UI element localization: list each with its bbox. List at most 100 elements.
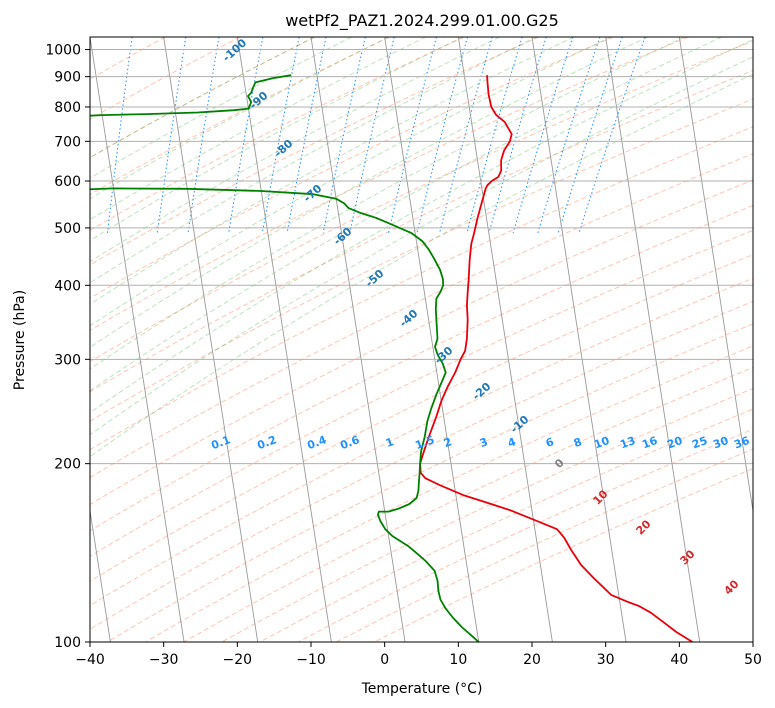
moist-adiabat-line (90, 37, 389, 200)
moist-adiabat-label: 40 (722, 577, 742, 597)
dry-adiabat-line (90, 254, 753, 582)
dry-adiabat-line (90, 98, 753, 422)
mixing-ratio-line (388, 37, 437, 234)
dry-adiabat-line (90, 37, 614, 299)
y-tick-label: 800 (54, 100, 81, 116)
mixing-ratio-line (107, 37, 133, 234)
x-tick-label: −40 (75, 652, 105, 668)
mixing-ratio-line (187, 37, 220, 234)
y-tick-label: 700 (54, 134, 81, 150)
x-tick-label: −30 (149, 652, 179, 668)
mixing-ratio-line (322, 37, 366, 234)
dry-adiabat-line (90, 40, 753, 363)
y-axis-label: Pressure (hPa) (12, 290, 28, 390)
mixing-ratio-label: 30 (711, 434, 730, 452)
dry-adiabat-line (90, 37, 315, 159)
x-tick-label: 50 (744, 652, 762, 668)
mixing-ratio-line (557, 37, 623, 234)
background-lines (90, 37, 753, 642)
moist-adiabat-line (90, 37, 685, 370)
isotherm-label: -20 (470, 380, 494, 403)
x-axis: −40 −30 −20 −10 0 10 20 30 40 50 (75, 642, 762, 668)
isotherm-line (90, 37, 185, 642)
mixing-ratio-label: 20 (665, 434, 684, 452)
moist-adiabat-label: 10 (591, 487, 611, 507)
mixing-ratio-label: 25 (690, 434, 709, 451)
isotherm-line (163, 37, 259, 642)
moist-adiabat-line (90, 37, 537, 284)
mixing-ratio-line (439, 37, 493, 234)
y-tick-label: 500 (54, 221, 81, 237)
dry-adiabat-line (90, 300, 753, 630)
y-tick-label: 400 (54, 278, 81, 294)
dry-adiabat-line (183, 366, 753, 642)
y-tick-label: 200 (54, 457, 81, 473)
y-tick-label: 300 (54, 352, 81, 368)
mixing-ratio-label: 16 (640, 434, 659, 452)
isotherm-line (531, 37, 627, 642)
x-tick-label: 10 (449, 652, 467, 668)
y-axis: 100 200 300 400 500 600 700 800 900 1000 (45, 43, 90, 651)
moist-adiabat-line (90, 37, 500, 263)
dry-adiabat-line (90, 126, 753, 451)
chart-title: wetPf2_PAZ1.2024.299.01.00.G25 (285, 11, 559, 31)
dry-adiabat-line (221, 387, 753, 642)
dry-adiabat-line (297, 428, 753, 642)
dry-adiabat-line (90, 69, 753, 393)
mixing-ratio-line (261, 37, 300, 234)
x-tick-label: −20 (223, 652, 253, 668)
isotherm-label: -50 (363, 267, 387, 290)
data-series (90, 74, 693, 642)
mixing-ratio-label: 6 (544, 435, 556, 450)
mixing-ratio-line (228, 37, 264, 234)
mixing-ratio-label: 1.5 (413, 433, 436, 452)
moist-adiabat-line (90, 37, 315, 159)
dry-adiabat-line (90, 229, 753, 557)
y-tick-label: 900 (54, 70, 81, 86)
moist-adiabat-label: 30 (678, 547, 698, 567)
moist-adiabat-line (90, 37, 648, 348)
dry-adiabat-line (90, 37, 241, 120)
mixing-ratio-line (286, 37, 327, 234)
isotherm-line (310, 37, 406, 642)
plot-frame (89, 36, 754, 643)
mixing-ratio-line (466, 37, 523, 234)
moist-adiabat-line (90, 73, 753, 458)
x-tick-label: −10 (296, 652, 326, 668)
dry-adiabat-line (90, 37, 540, 266)
x-tick-label: 30 (597, 652, 615, 668)
mixing-ratio-label: 0.4 (305, 433, 328, 452)
moist-adiabat-line (90, 39, 753, 414)
dry-adiabat-line (90, 153, 753, 479)
isotherm-label: -100 (220, 36, 249, 64)
mixing-ratio-label: 0.6 (338, 433, 361, 452)
mixing-ratio-line (512, 37, 574, 234)
dry-adiabat-line (90, 37, 689, 331)
x-tick-label: 0 (380, 652, 389, 668)
mixing-ratio-line (537, 37, 601, 234)
isotherm-label: -70 (301, 182, 325, 205)
mixing-ratio-line (156, 37, 187, 234)
dewpoint-line (90, 74, 480, 642)
moist-adiabat-line (90, 37, 722, 392)
y-tick-label: 600 (54, 174, 81, 190)
dry-adiabat-line (90, 204, 753, 532)
dry-adiabat-line (145, 345, 753, 642)
x-tick-label: 40 (670, 652, 688, 668)
mixing-ratio-label: 1 (384, 435, 396, 450)
mixing-ratio-label: 0.2 (255, 433, 278, 452)
isotherm-line (752, 37, 753, 40)
isotherm-label: -10 (508, 413, 532, 436)
mixing-ratio-line (349, 37, 395, 234)
mixing-ratio-label: 4 (506, 435, 518, 450)
mixing-ratio-line (416, 37, 468, 234)
dry-adiabat-line (90, 37, 390, 196)
mixing-ratio-line (578, 37, 646, 234)
moist-adiabat-line (90, 37, 463, 242)
isotherm-label: -80 (272, 137, 296, 160)
line-labels: -100-90-80-70-60-50-40-30-20-100.1 0.2 0.4… (209, 36, 751, 597)
mixing-ratio-label: 2 (442, 435, 454, 450)
dry-adiabat-line (90, 37, 465, 231)
mixing-ratio-label: 8 (572, 435, 584, 450)
